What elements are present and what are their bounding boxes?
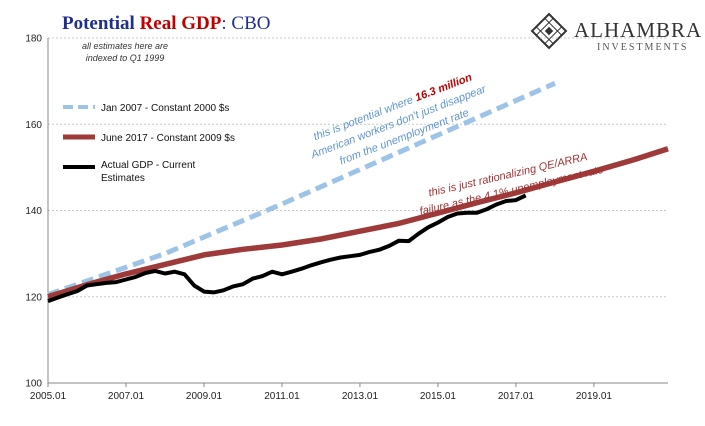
title-part-cbo: : CBO xyxy=(221,13,270,34)
index-note-line2: indexed to Q1 1999 xyxy=(86,53,165,63)
x-tick-label-2011.01: 2011.01 xyxy=(264,391,300,402)
series-actual-gdp-line xyxy=(47,193,527,303)
x-tick-label-2015.01: 2015.01 xyxy=(420,391,457,402)
logo-subtitle: INVESTMENTS xyxy=(597,42,688,53)
x-tick-label-2013.01: 2013.01 xyxy=(342,391,379,402)
title-part-potential: Potential xyxy=(62,13,140,34)
grid-lines xyxy=(48,37,668,298)
x-tick-label-2005.01: 2005.01 xyxy=(30,391,67,402)
annotation-rationalizing: this is just rationalizing QE/ARRA failu… xyxy=(418,151,604,218)
x-tick-label-2019.01: 2019.01 xyxy=(576,391,613,402)
x-tick-label-2007.01: 2007.01 xyxy=(108,391,145,402)
series-jan2007-line xyxy=(47,81,556,297)
y-tick-label-160: 160 xyxy=(25,120,42,131)
legend-label-actual: Actual GDP - Current Estimates xyxy=(101,160,196,184)
chart-title: Potential Real GDP: CBO xyxy=(62,13,270,34)
y-axis-ticks: 100 120 140 160 180 xyxy=(25,34,42,390)
y-tick-label-180: 180 xyxy=(25,34,42,45)
title-part-real-gdp: Real GDP xyxy=(140,13,222,34)
index-note-line1: all estimates here are xyxy=(82,41,168,51)
series-june2017-line xyxy=(47,146,669,300)
y-tick-label-140: 140 xyxy=(25,206,42,217)
legend-label-jan2007: Jan 2007 - Constant 2000 $s xyxy=(101,103,229,114)
x-axis-ticks: 2005.01 2007.01 2009.01 2011.01 2013.01 2015.… xyxy=(30,383,612,402)
series-layer xyxy=(47,81,669,303)
legend: Jan 2007 - Constant 2000 $s June 2017 - … xyxy=(63,103,235,184)
x-tick-label-2017.01: 2017.01 xyxy=(498,391,535,402)
y-tick-label-120: 120 xyxy=(25,292,42,303)
x-tick-label-2009.01: 2009.01 xyxy=(186,391,223,402)
y-tick-label-100: 100 xyxy=(25,379,42,390)
legend-label-june2017: June 2017 - Constant 2009 $s xyxy=(101,133,235,144)
diamond-lattice-icon xyxy=(530,12,568,50)
